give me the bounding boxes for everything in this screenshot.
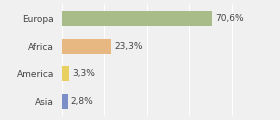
Bar — [62, 66, 69, 81]
Text: 23,3%: 23,3% — [114, 42, 143, 51]
Text: 2,8%: 2,8% — [71, 97, 94, 106]
Bar — [62, 39, 111, 54]
Text: 70,6%: 70,6% — [215, 14, 244, 23]
Bar — [62, 11, 212, 26]
Text: 3,3%: 3,3% — [72, 69, 95, 78]
Bar — [62, 94, 67, 109]
